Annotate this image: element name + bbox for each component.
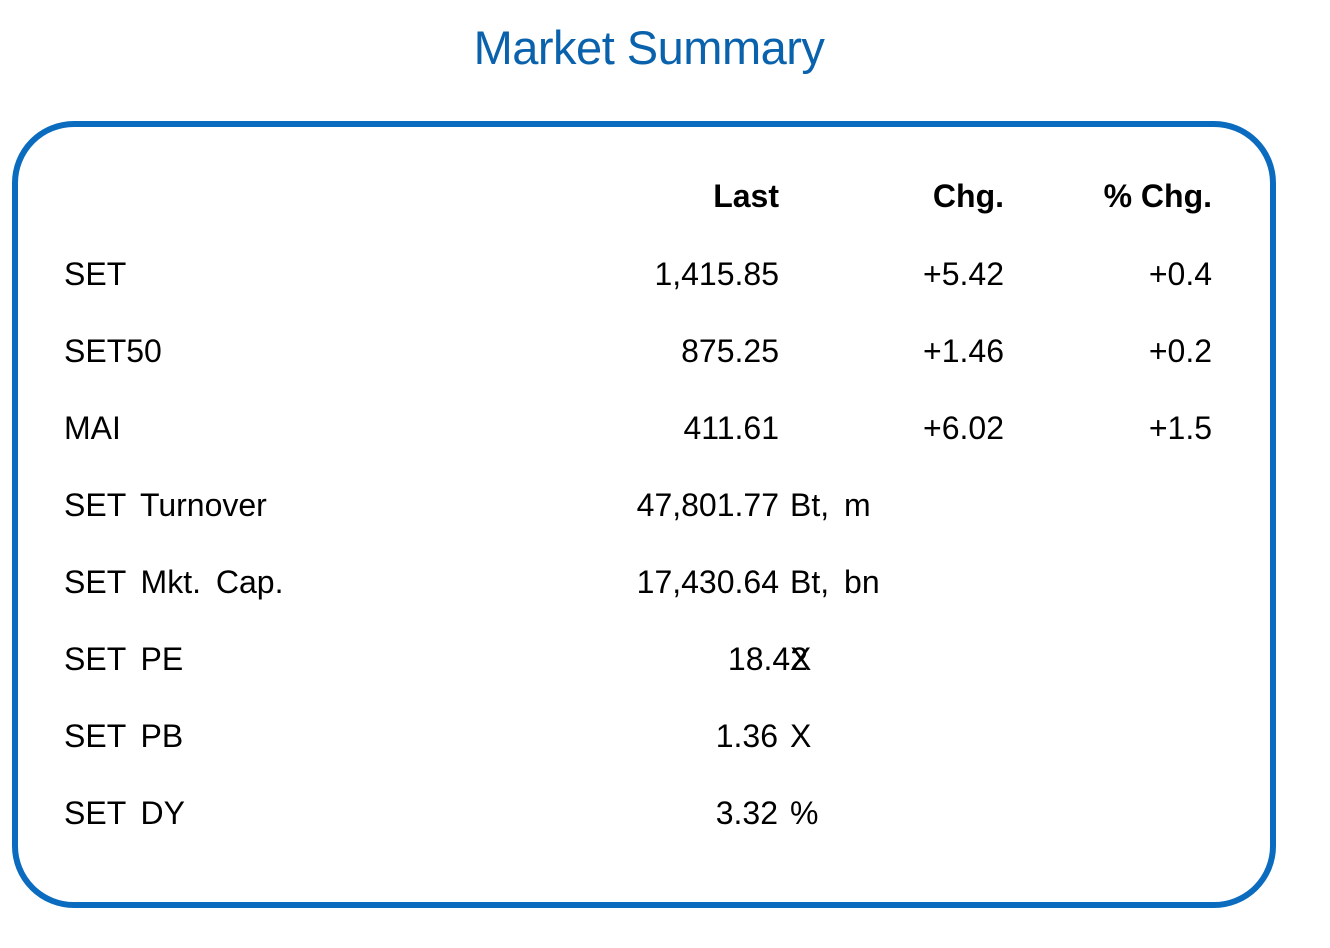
table-row: SET PB 1.36 X [0,716,1330,756]
row-unit: X [790,718,812,754]
row-pct-chg: +0.2 [1148,333,1212,369]
row-last: 411.61 [683,410,780,446]
row-last: 1,415.85 [654,256,779,292]
table-row: SET DY 3.32 % [0,793,1330,833]
row-name: MAI [64,410,121,446]
table-row: SET Turnover 47,801.77 Bt, m [0,485,1330,525]
row-name: SET PB [64,718,184,754]
market-summary-panel [12,121,1276,908]
row-last: 47,801.77 [636,487,779,523]
row-name: SET50 [64,333,162,369]
table-row: SET PE 18.42 X [0,639,1330,679]
row-name: SET Mkt. Cap. [64,564,284,600]
table-header: Last Chg. % Chg. [0,176,1330,216]
table-row: MAI 411.61 +6.02 +1.5 [0,408,1330,448]
column-header-last: Last [713,178,779,214]
row-unit: Bt, m [790,487,871,523]
column-header-chg: Chg. [932,178,1004,214]
row-last: 875.25 [681,333,779,369]
row-last: 3.32 [715,795,778,831]
row-pct-chg: +1.5 [1148,410,1212,446]
row-name: SET PE [64,641,184,677]
table-row: SET50 875.25 +1.46 +0.2 [0,331,1330,371]
row-name: SET [64,256,127,292]
row-last: 17,430.64 [636,564,779,600]
row-unit: Bt, bn [790,564,880,600]
row-name: SET DY [64,795,185,831]
row-chg: +5.42 [923,256,1004,292]
column-header-pct-chg: % Chg. [1103,178,1212,214]
row-last: 18.42 [727,641,808,677]
row-name: SET Turnover [64,487,267,523]
table-row: SET Mkt. Cap. 17,430.64 Bt, bn [0,562,1330,602]
row-chg: +1.46 [923,333,1004,369]
page-title: Market Summary [473,21,825,74]
row-pct-chg: +0.4 [1148,256,1212,292]
row-unit: X [790,641,812,677]
row-last: 1.36 [715,718,778,754]
row-chg: +6.02 [923,410,1004,446]
table-row: SET 1,415.85 +5.42 +0.4 [0,254,1330,294]
row-unit: % [790,795,819,831]
